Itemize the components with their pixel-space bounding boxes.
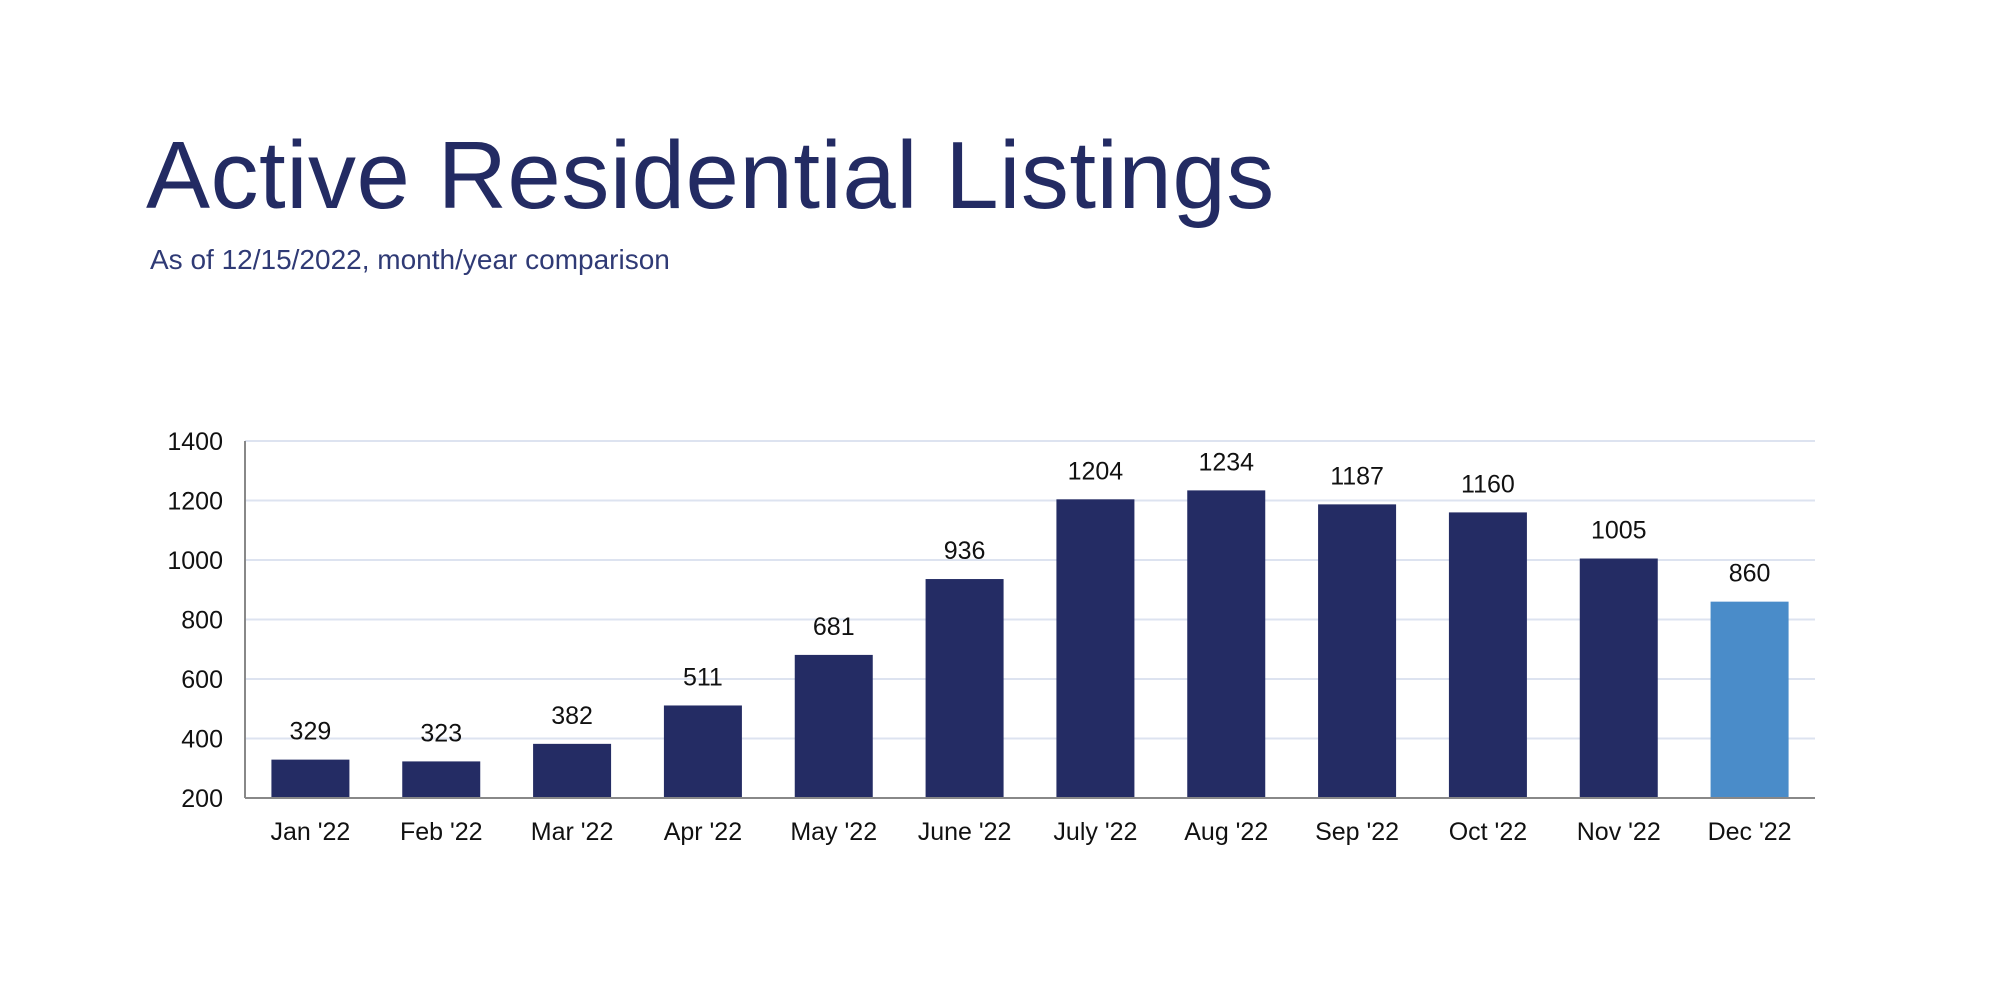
x-tick-label: Sep '22: [1315, 818, 1399, 846]
data-label: 1204: [1068, 457, 1124, 485]
chart-subtitle: As of 12/15/2022, month/year comparison: [150, 244, 670, 275]
bar: [794, 654, 873, 798]
x-tick-label: Mar '22: [531, 818, 614, 846]
x-tick-label: July '22: [1053, 818, 1137, 846]
bar: [271, 759, 350, 798]
x-tick-label: Apr '22: [664, 818, 742, 846]
y-tick-label: 400: [181, 726, 223, 754]
data-label: 1187: [1330, 462, 1384, 490]
data-label: 860: [1729, 560, 1771, 588]
bar: [1710, 601, 1789, 798]
x-tick-label: June '22: [918, 818, 1012, 846]
data-label: 323: [420, 719, 462, 747]
data-label: 1005: [1591, 517, 1647, 545]
bar: [533, 743, 612, 798]
x-tick-label: Dec '22: [1708, 818, 1792, 846]
data-label: 936: [944, 537, 986, 565]
x-tick-label: Aug '22: [1184, 818, 1268, 846]
bar: [1579, 558, 1658, 798]
y-tick-label: 200: [181, 785, 223, 813]
chart-title: Active Residential Listings: [146, 122, 1275, 229]
bar: [925, 579, 1004, 798]
x-tick-label: Oct '22: [1449, 818, 1527, 846]
bar: [663, 705, 742, 798]
bar: [1187, 490, 1266, 798]
data-label: 329: [290, 718, 332, 746]
data-label: 511: [683, 663, 723, 691]
x-tick-label: May '22: [790, 818, 877, 846]
bar: [402, 761, 481, 798]
y-tick-label: 800: [181, 607, 223, 635]
data-label: 681: [813, 613, 855, 641]
y-tick-label: 1400: [167, 428, 223, 456]
y-tick-label: 1000: [167, 547, 223, 575]
x-tick-label: Feb '22: [400, 818, 483, 846]
data-label: 1234: [1198, 448, 1254, 476]
x-tick-label: Nov '22: [1577, 818, 1661, 846]
y-tick-label: 600: [181, 666, 223, 694]
bar: [1318, 504, 1397, 798]
x-tick-label: Jan '22: [270, 818, 350, 846]
bar: [1056, 499, 1135, 798]
y-tick-label: 1200: [167, 488, 223, 516]
data-label: 382: [551, 702, 593, 730]
data-label: 1160: [1461, 470, 1515, 498]
bar: [1448, 512, 1527, 798]
